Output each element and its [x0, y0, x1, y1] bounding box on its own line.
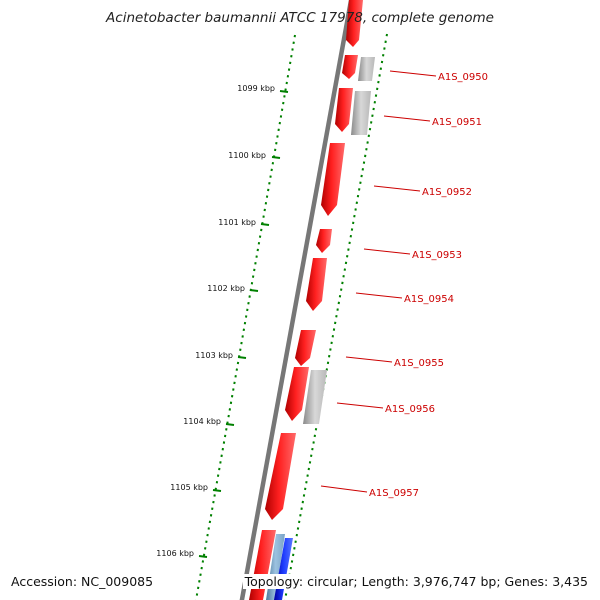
tick-mark [260, 223, 270, 226]
genome-backbone [239, 0, 354, 600]
feature-gray-3 [303, 370, 327, 424]
leader-line [320, 485, 368, 493]
gene-label-a1s-0957: A1S_0957 [369, 488, 419, 499]
tick-label: 1101 kbp [218, 218, 256, 227]
leader-line [389, 70, 437, 77]
kbp-tick-labels: 1099 kbp 1100 kbp 1101 kbp 1102 kbp 1103… [156, 84, 275, 558]
tick-mark [237, 356, 247, 359]
cds-a1s-0950 [342, 55, 358, 79]
cds-a1s-0955 [295, 330, 316, 366]
genome-info-text: Topology: circular; Length: 3,976,747 bp… [242, 574, 590, 589]
cds-a1s-0956 [285, 367, 309, 421]
feature-gray-1 [358, 57, 375, 81]
cds-a1s-0957 [265, 433, 296, 520]
tick-mark [225, 423, 235, 426]
tick-mark [279, 90, 289, 93]
feature-gray-2 [351, 91, 371, 135]
tick-label: 1100 kbp [228, 151, 266, 160]
gene-label-a1s-0953: A1S_0953 [412, 250, 462, 261]
leader-line [336, 402, 384, 409]
cds-a1s-0951 [335, 88, 353, 132]
gene-label-a1s-0952: A1S_0952 [422, 187, 472, 198]
cds-top [346, 0, 363, 47]
tick-mark [271, 156, 281, 159]
leader-line [383, 115, 431, 122]
gene-label-a1s-0951: A1S_0951 [432, 117, 482, 128]
leader-line [345, 356, 393, 363]
cds-a1s-0954 [306, 258, 327, 311]
leader-line [373, 185, 421, 192]
tick-label: 1106 kbp [156, 549, 194, 558]
gene-label-a1s-0950: A1S_0950 [438, 72, 488, 83]
tick-label: 1105 kbp [170, 483, 208, 492]
tick-label: 1104 kbp [183, 417, 221, 426]
gene-label-a1s-0956: A1S_0956 [385, 404, 435, 415]
cds-a1s-0953 [316, 229, 332, 253]
gene-label-a1s-0954: A1S_0954 [404, 294, 454, 305]
kbp-ticks [198, 90, 289, 558]
tick-label: 1103 kbp [195, 351, 233, 360]
other-features [303, 57, 375, 424]
tick-mark [249, 289, 259, 292]
tick-mark [198, 555, 208, 558]
tick-label: 1099 kbp [237, 84, 275, 93]
gene-labels: A1S_0950 A1S_0951 A1S_0952 A1S_0953 A1S_… [369, 72, 488, 499]
leader-line [355, 292, 403, 299]
map-title: Acinetobacter baumannii ATCC 17978, comp… [106, 10, 494, 26]
inner-dotted-ring [194, 34, 296, 600]
leader-line [363, 248, 411, 255]
cds-a1s-0952 [321, 143, 345, 216]
tick-label: 1102 kbp [207, 284, 245, 293]
tick-mark [212, 489, 222, 492]
gene-label-a1s-0955: A1S_0955 [394, 358, 444, 369]
gene-label-leaders [320, 70, 437, 493]
accession-text: Accession: NC_009085 [9, 574, 156, 589]
